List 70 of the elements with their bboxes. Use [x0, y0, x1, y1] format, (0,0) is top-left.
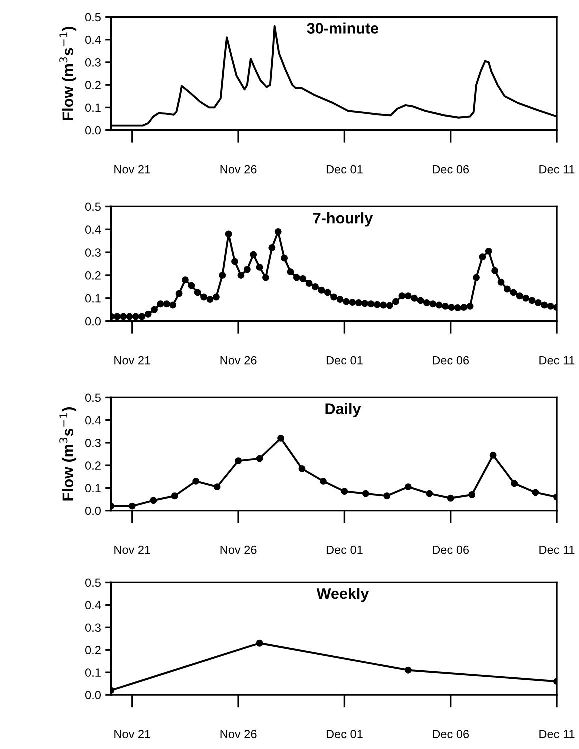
y-tick-label: 0.3: [85, 438, 101, 448]
x-tick-label: Dec 01: [326, 546, 363, 554]
point: [214, 484, 221, 491]
y-tick-label: 0.4: [85, 226, 102, 234]
y-tick-label: 0.5: [85, 13, 101, 22]
x-tick-label: Nov 26: [220, 730, 257, 738]
y-axis-title: Flow (m$^{3}$s$^{−1}$): [60, 27, 77, 120]
y-tick-label: 0.2: [85, 646, 101, 655]
point: [426, 490, 434, 498]
point: [128, 502, 136, 510]
y-tick-label: 0.3: [85, 58, 101, 67]
chart-title: Weekly: [316, 588, 370, 602]
x-tick-label: Nov 26: [220, 546, 257, 554]
y-tick-label: 0.1: [85, 294, 101, 303]
y-tick-label: 0.2: [85, 462, 101, 470]
chart-title: 30-minute: [307, 22, 379, 34]
x-tick-label: Nov 26: [220, 165, 257, 174]
y-tick-label: 0.5: [85, 202, 101, 212]
y-tick-label: 0.5: [85, 578, 101, 588]
chart-title: Daily: [326, 403, 362, 418]
y-tick-label: 0.4: [85, 36, 102, 44]
x-tick-label: Dec 01: [326, 165, 363, 174]
point: [341, 488, 348, 496]
y-tick-label: 0.3: [85, 248, 101, 257]
x-tick-label: Dec 11: [540, 730, 575, 738]
point: [320, 478, 327, 485]
x-tick-label: Dec 11: [540, 546, 575, 554]
y-axis-title: Flow (m$^{3}$s$^{−1}$): [60, 408, 77, 501]
y-tick-label: 0.0: [85, 317, 101, 326]
point: [362, 490, 370, 498]
y-tick-label: 0.1: [85, 104, 101, 112]
y-tick-label: 0.0: [85, 691, 101, 700]
x-tick-label: Nov 21: [114, 165, 151, 174]
y-tick-label: 0.4: [85, 416, 102, 425]
x-tick-label: Nov 26: [220, 356, 257, 365]
x-tick-label: Dec 11: [540, 165, 575, 174]
point: [278, 434, 284, 442]
point: [256, 455, 264, 462]
point: [468, 492, 476, 498]
x-tick-label: Dec 11: [540, 356, 575, 365]
x-tick-label: Nov 21: [114, 730, 151, 738]
point: [490, 452, 497, 459]
point: [511, 480, 518, 488]
y-tick-label: 0.5: [85, 394, 101, 402]
point: [235, 458, 242, 465]
chart-title: 7-hourly: [314, 212, 374, 227]
x-tick-label: Dec 01: [326, 730, 363, 738]
y-tick-label: 0.0: [85, 126, 101, 135]
y-tick-label: 0.1: [85, 484, 101, 493]
y-tick-label: 0.2: [85, 81, 101, 90]
x-tick-label: Dec 01: [326, 356, 363, 365]
y-tick-label: 0.2: [85, 272, 101, 280]
point: [150, 497, 158, 504]
x-tick-label: Nov 21: [114, 356, 151, 365]
y-tick-label: 0.0: [85, 506, 101, 516]
x-tick-label: Dec 06: [433, 356, 470, 365]
point: [384, 492, 391, 500]
x-tick-label: Dec 06: [433, 165, 470, 174]
y-tick-label: 0.1: [85, 668, 101, 677]
x-tick-label: Nov 21: [114, 546, 151, 554]
y-tick-label: 0.3: [85, 624, 101, 632]
point: [532, 489, 540, 496]
x-tick-label: Dec 06: [433, 730, 470, 738]
x-tick-label: Dec 06: [433, 546, 470, 554]
y-tick-label: 0.4: [85, 601, 102, 610]
point: [171, 492, 178, 500]
point: [298, 466, 306, 472]
point: [192, 478, 200, 485]
point: [404, 484, 412, 491]
point: [447, 494, 454, 502]
